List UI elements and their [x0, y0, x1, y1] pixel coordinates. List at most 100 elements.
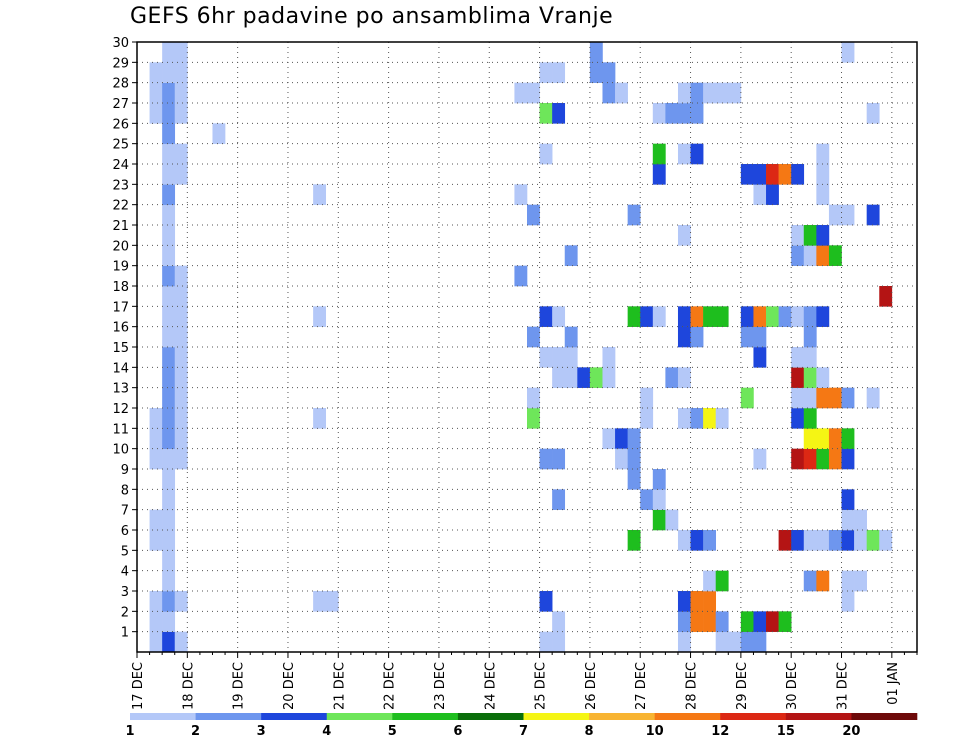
- heatmap-cell: [841, 204, 855, 226]
- heatmap-cell: [162, 570, 176, 592]
- heatmap-cell: [728, 631, 742, 653]
- legend-label: 1: [125, 724, 134, 739]
- heatmap-cell: [791, 225, 805, 246]
- heatmap-cell: [652, 143, 666, 165]
- heatmap-cell: [677, 82, 691, 104]
- heatmap-cell: [828, 387, 842, 409]
- heatmap-cell: [841, 570, 855, 592]
- heatmap-cell: [514, 184, 528, 205]
- heatmap-cell: [778, 306, 792, 327]
- x-tick-label: 28 DEC: [685, 662, 700, 710]
- heatmap-cell: [753, 306, 767, 327]
- heatmap-cell: [564, 367, 578, 388]
- heatmap-cell: [816, 143, 830, 165]
- heatmap-cell: [766, 306, 779, 327]
- heatmap-cell: [552, 489, 566, 510]
- heatmap-cell: [715, 570, 729, 592]
- y-tick-label: 26: [112, 117, 129, 132]
- heatmap-cell: [162, 387, 176, 409]
- heatmap-cell: [552, 103, 566, 124]
- heatmap-cell: [816, 448, 830, 470]
- heatmap-cell: [174, 631, 188, 653]
- heatmap-cell: [527, 326, 540, 348]
- heatmap-cell: [841, 591, 855, 612]
- y-tick-label: 14: [112, 361, 129, 376]
- heatmap-cell: [162, 123, 176, 144]
- heatmap-cell: [174, 408, 188, 429]
- heatmap-cell: [149, 428, 163, 449]
- heatmap-cell: [866, 204, 880, 226]
- heatmap-cell: [539, 347, 553, 368]
- heatmap-cell: [791, 245, 805, 266]
- heatmap-cell: [803, 326, 817, 348]
- heatmap-cell: [149, 82, 163, 104]
- heatmap-cell: [740, 387, 754, 409]
- heatmap-cell: [174, 387, 188, 409]
- heatmap-cell: [313, 306, 327, 327]
- heatmap-cell: [162, 489, 176, 510]
- heatmap-cell: [866, 530, 880, 551]
- y-tick-label: 24: [112, 158, 129, 173]
- heatmap-cell: [766, 184, 779, 205]
- legend-label: 2: [191, 724, 200, 739]
- heatmap-cell: [740, 306, 754, 327]
- heatmap-cell: [539, 103, 553, 124]
- heatmap-cell: [803, 570, 817, 592]
- heatmap-cell: [791, 347, 805, 368]
- heatmap-cell: [703, 591, 717, 612]
- heatmap-cell: [665, 509, 679, 531]
- legend-swatch: [130, 713, 196, 720]
- heatmap-cell: [162, 245, 176, 266]
- heatmap-cell: [652, 306, 666, 327]
- heatmap-cell: [791, 387, 805, 409]
- heatmap-cell: [627, 530, 641, 551]
- heatmap-cell: [589, 42, 603, 63]
- heatmap-cell: [690, 408, 704, 429]
- legend-swatch: [261, 713, 328, 720]
- heatmap-cell: [753, 631, 767, 653]
- heatmap-cell: [816, 245, 830, 266]
- legend-label: 8: [585, 724, 594, 739]
- heatmap-cell: [816, 225, 830, 246]
- heatmap-cell: [640, 306, 654, 327]
- heatmap-cell: [539, 143, 553, 165]
- legend-swatch: [720, 713, 787, 720]
- heatmap-cell: [162, 326, 176, 348]
- heatmap-cell: [778, 611, 792, 632]
- x-tick-label: 17 DEC: [131, 662, 146, 710]
- heatmap-cell: [803, 347, 817, 368]
- heatmap-cell: [552, 306, 566, 327]
- heatmap-cell: [690, 82, 704, 104]
- heatmap-cell: [841, 448, 855, 470]
- heatmap-cell: [715, 631, 729, 653]
- heatmap-cell: [803, 225, 817, 246]
- heatmap-cell: [778, 530, 792, 551]
- x-tick-label: 01 JAN: [886, 662, 901, 705]
- heatmap-cell: [162, 428, 176, 449]
- heatmap-cell: [854, 570, 867, 592]
- heatmap-cell: [665, 103, 679, 124]
- heatmap-cell: [552, 631, 566, 653]
- heatmap-cell: [690, 103, 704, 124]
- heatmap-cell: [564, 245, 578, 266]
- heatmap-cell: [740, 326, 754, 348]
- heatmap-cell: [162, 225, 176, 246]
- heatmap-cell: [690, 611, 704, 632]
- heatmap-cell: [602, 367, 616, 388]
- heatmap-cell: [879, 286, 893, 307]
- heatmap-cell: [174, 103, 188, 124]
- heatmap-cell: [162, 469, 176, 490]
- heatmap-cell: [162, 265, 176, 287]
- heatmap-cell: [690, 326, 704, 348]
- legend-swatch: [392, 713, 459, 720]
- heatmap-cell: [527, 387, 540, 409]
- heatmap-cell: [602, 82, 616, 104]
- legend-swatch: [326, 713, 393, 720]
- legend-label: 3: [257, 724, 266, 739]
- heatmap-cell: [527, 408, 540, 429]
- heatmap-cell: [803, 428, 817, 449]
- heatmap-cell: [162, 306, 176, 327]
- heatmap-cell: [174, 326, 188, 348]
- heatmap-cell: [552, 367, 566, 388]
- x-tick-label: 20 DEC: [282, 662, 297, 710]
